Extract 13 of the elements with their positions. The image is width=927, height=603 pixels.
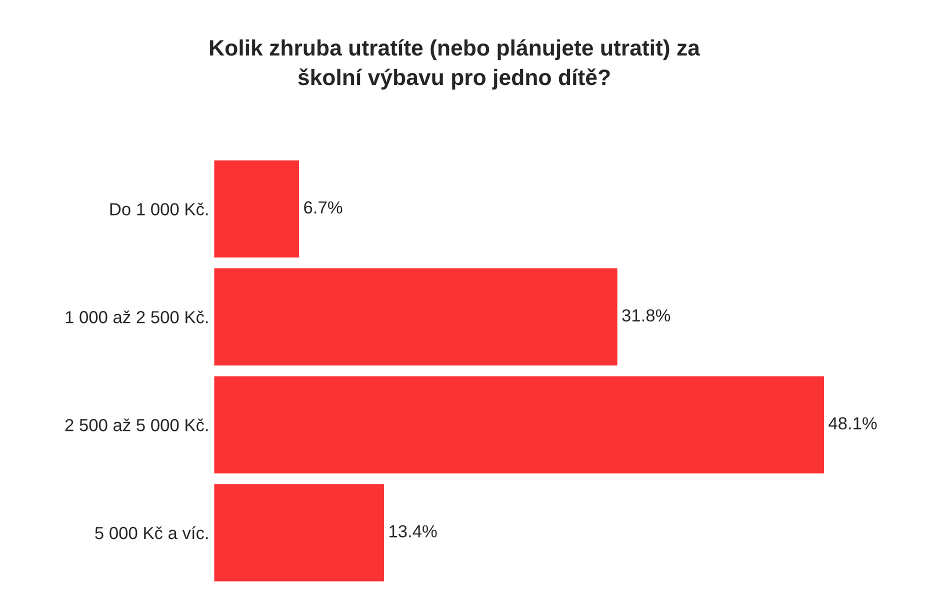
data-label: 31.8% (622, 309, 670, 322)
y-tick-label: Do 1 000 Kč. (110, 202, 208, 216)
data-label: 13.4% (390, 525, 437, 538)
chart-title: Kolik zhruba utratíte (nebo plánujete utratit) za školní výbavu pro jedno dítě? (210, 39, 700, 90)
bar (214, 376, 824, 474)
y-tick-label: 5 000 Kč a víc. (95, 526, 208, 540)
y-tick-label: 2 500 až 5 000 Kč. (65, 418, 208, 432)
data-label: 48.1% (828, 417, 877, 430)
y-tick-label: 1 000 až 2 500 Kč. (66, 310, 208, 324)
bar (214, 160, 300, 258)
data-label: 6.7% (304, 201, 342, 214)
bar (214, 268, 618, 366)
bar (214, 484, 384, 582)
